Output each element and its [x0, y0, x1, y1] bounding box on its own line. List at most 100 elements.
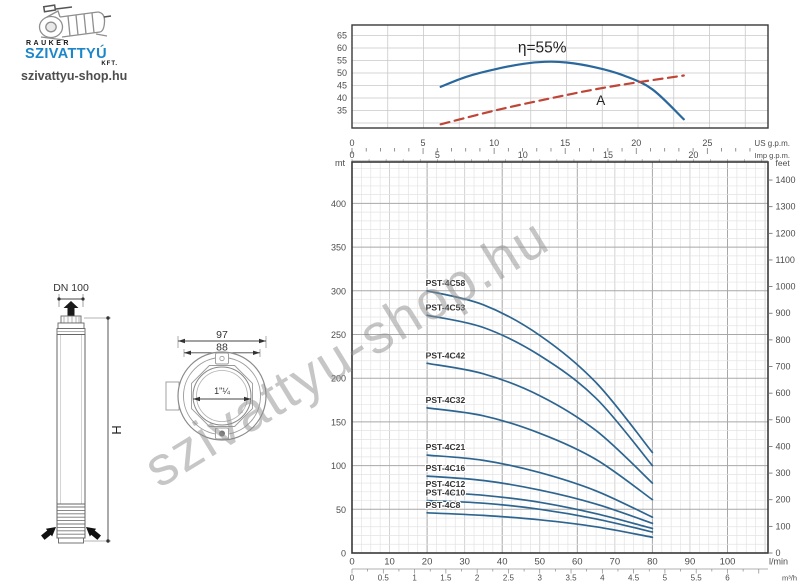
axis-tick-label: 400 — [331, 199, 346, 209]
feet-unit-label: feet — [776, 158, 791, 168]
line-A — [439, 74, 685, 126]
axis-tick-label: 400 — [776, 441, 791, 451]
axis-tick-label: 20 — [631, 138, 641, 148]
axis-tick-label: 500 — [776, 415, 791, 425]
curve-label: PST-4C8 — [426, 500, 461, 510]
efficiency-chart-frame — [351, 24, 769, 129]
axis-tick-label: 10 — [489, 138, 499, 148]
outlet-flow-arrow-icon — [63, 301, 79, 316]
lmin-unit-label: l/min — [769, 557, 788, 567]
pump-curve-PST-4C12 — [426, 490, 654, 530]
axis-tick-label: 15 — [560, 138, 570, 148]
dn-dimension-label: DN 100 — [53, 282, 89, 294]
axis-tick-label: 50 — [534, 557, 545, 568]
axis-tick-label: 0 — [349, 557, 354, 568]
axis-tick-label: 50 — [336, 505, 346, 515]
efficiency-curve — [439, 60, 685, 121]
axis-tick-label: 350 — [331, 243, 346, 253]
axis-tick-label: 150 — [331, 417, 346, 427]
curve-label: PST-4C16 — [426, 463, 466, 473]
logo-pump-art — [38, 4, 112, 41]
axis-tick-label: 45 — [337, 81, 347, 91]
m3h-axis: 0 0.5 1 1.5 2 2.5 3 3.5 4 4.5 5 5.5 6 m³/h — [350, 568, 797, 583]
axis-tick-label: 10 — [384, 557, 395, 568]
axis-tick-label: 1100 — [776, 255, 795, 265]
axis-tick-label: 1000 — [776, 282, 796, 292]
mt-unit-label: mt — [335, 158, 345, 168]
curve-label: PST-4C21 — [426, 442, 466, 452]
mt-axis: 0 50 100 150 200 250 300 350 400 mt — [331, 158, 346, 559]
thread-size-label: 1"¼ — [214, 386, 230, 396]
efficiency-chart-y-labels: 35 40 45 50 55 60 65 — [337, 31, 347, 116]
axis-tick-label: 100 — [331, 461, 346, 471]
axis-tick-label: 50 — [337, 68, 347, 78]
efficiency-chart-grid — [352, 25, 768, 128]
axis-tick-label: 0 — [341, 549, 346, 559]
pump-curve-PST-4C21 — [426, 454, 654, 519]
pump-curves: PST-4C58 PST-4C53 PST-4C42 PST-4C32 PST-4C21… — [424, 277, 654, 539]
outer-diameter-label: 97 — [216, 329, 228, 341]
axis-tick-label: 900 — [776, 308, 791, 318]
axis-tick-label: 200 — [776, 495, 791, 505]
axis-tick-label: 0 — [350, 574, 355, 583]
axis-tick-label: 700 — [776, 362, 791, 372]
brand-suffix: KFT. — [101, 61, 118, 67]
suction-arrow-right-icon — [86, 527, 101, 540]
suction-arrow-left-icon — [41, 527, 56, 540]
axis-tick-label: 600 — [776, 388, 791, 398]
axis-tick-label: 90 — [685, 557, 696, 568]
axis-tick-label: 200 — [331, 374, 346, 384]
pump-top-view-drawing: 97 88 1"¼ — [165, 329, 267, 441]
brand-name-small: RAUKER — [26, 40, 71, 47]
pump-curve-PST-4C8 — [426, 511, 654, 539]
imp-gpm-axis: 0 5 10 15 20 Imp g.p.m. — [349, 150, 790, 163]
pump-curve-PST-4C58 — [426, 289, 654, 454]
axis-tick-label: 300 — [331, 286, 346, 296]
us-gpm-unit-label: US g.p.m. — [754, 139, 790, 148]
chart-annotation: η=55% — [518, 40, 567, 57]
axis-tick-label: 0 — [349, 150, 354, 160]
brand-name: SZIVATTYÚ — [25, 46, 108, 62]
axis-tick-label: 2 — [475, 574, 480, 583]
axis-tick-label: 100 — [776, 521, 791, 531]
axis-tick-label: 800 — [776, 335, 791, 345]
curve-label: PST-4C10 — [426, 488, 466, 498]
axis-tick-label: 5 — [663, 574, 668, 583]
axis-tick-label: 1400 — [776, 175, 796, 185]
axis-tick-label: 300 — [776, 468, 791, 478]
axis-tick-label: 0.5 — [378, 574, 390, 583]
pump-curve-PST-4C16 — [426, 475, 654, 525]
axis-tick-label: 55 — [337, 56, 347, 66]
feet-axis: 0 100 200 300 400 500 600 700 800 900 1000 1100 1200… — [768, 158, 796, 558]
axis-tick-label: 1 — [412, 574, 417, 583]
pump-curve-PST-4C32 — [426, 407, 654, 501]
axis-tick-label: 1200 — [776, 228, 796, 238]
imp-gpm-unit-label: Imp g.p.m. — [755, 151, 790, 160]
axis-tick-label: 60 — [337, 43, 347, 53]
lmin-axis: 0 10 20 30 40 50 60 70 80 90 100 l/min — [349, 557, 788, 568]
height-dimension-label: H — [109, 425, 124, 434]
axis-tick-label: 10 — [518, 150, 528, 160]
curve-label: PST-4C58 — [426, 278, 466, 288]
pump-side-view-drawing: DN 100 H — [41, 282, 124, 544]
curve-label: PST-4C32 — [426, 395, 466, 405]
axis-tick-label: 4.5 — [628, 574, 640, 583]
pump-curve-PST-4C53 — [426, 314, 654, 467]
axis-tick-label: 3 — [538, 574, 543, 583]
axis-tick-label: 1.5 — [440, 574, 452, 583]
axis-tick-label: 35 — [337, 106, 347, 116]
axis-tick-label: 65 — [337, 31, 347, 41]
m3h-unit-label: m³/h — [782, 574, 797, 583]
efficiency-chart-series — [439, 60, 685, 126]
axis-tick-label: 60 — [572, 557, 583, 568]
main-chart-grid — [352, 162, 768, 553]
axis-tick-label: 40 — [337, 93, 347, 103]
axis-tick-label: 5.5 — [691, 574, 703, 583]
axis-tick-label: 3.5 — [565, 574, 577, 583]
pump-curve-PST-4C10 — [426, 499, 654, 533]
flange-diameter-label: 88 — [216, 342, 228, 354]
axis-tick-label: 2.5 — [503, 574, 515, 583]
